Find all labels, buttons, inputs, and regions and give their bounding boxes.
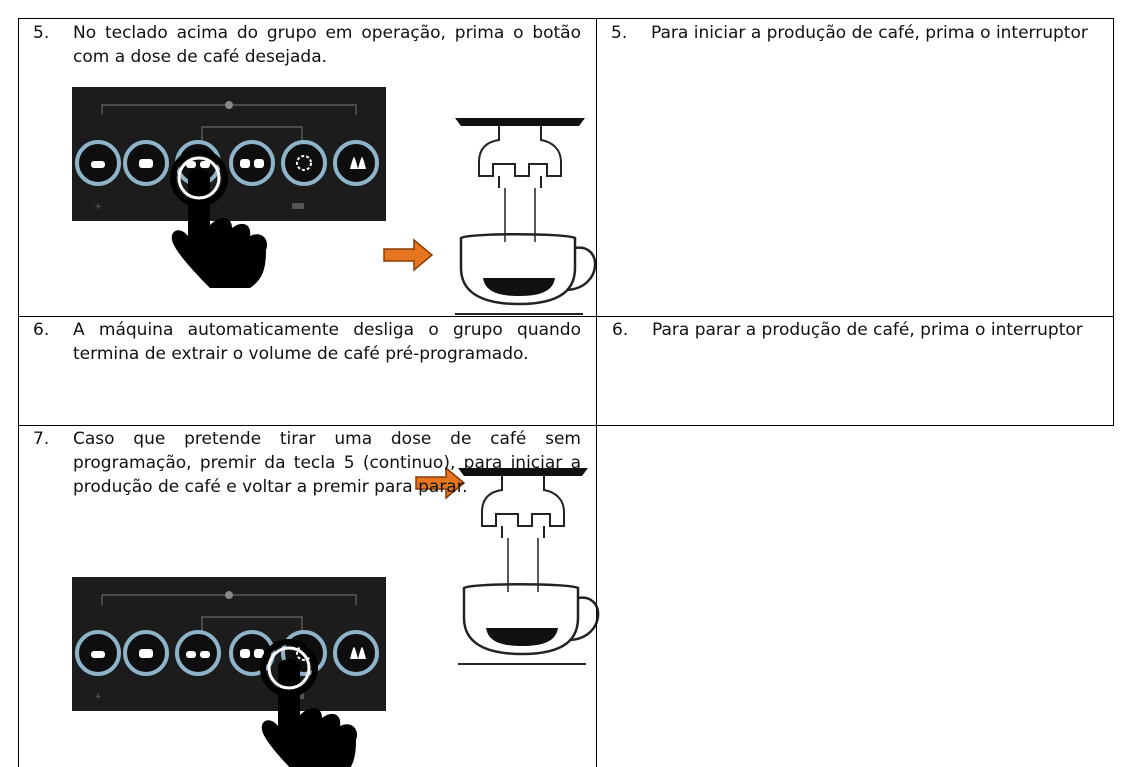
step-text: Caso que pretende tirar uma dose de café… <box>73 429 581 497</box>
table-cell: 5. Para iniciar a produção de café, prim… <box>596 18 1114 317</box>
step-number: 5. <box>611 23 628 43</box>
step-text: Para iniciar a produção de café, prima o… <box>651 23 1088 43</box>
table-cell: 6. Para parar a produção de café, prima … <box>596 316 1114 426</box>
step-text: No teclado acima do grupo em operação, p… <box>73 23 581 67</box>
table-cell: 6. A máquina automaticamente desliga o g… <box>18 316 597 426</box>
step-number: 6. <box>612 320 629 340</box>
step-number: 7. <box>33 429 50 449</box>
table-cell: 5. No teclado acima do grupo em operação… <box>18 18 597 317</box>
table-cell: 7. Caso que pretende tirar uma dose de c… <box>18 425 597 767</box>
step-number: 5. <box>33 23 50 43</box>
step-text: A máquina automaticamente desliga o grup… <box>73 320 581 364</box>
step-number: 6. <box>33 320 50 340</box>
step-text: Para parar a produção de café, prima o i… <box>652 320 1083 340</box>
